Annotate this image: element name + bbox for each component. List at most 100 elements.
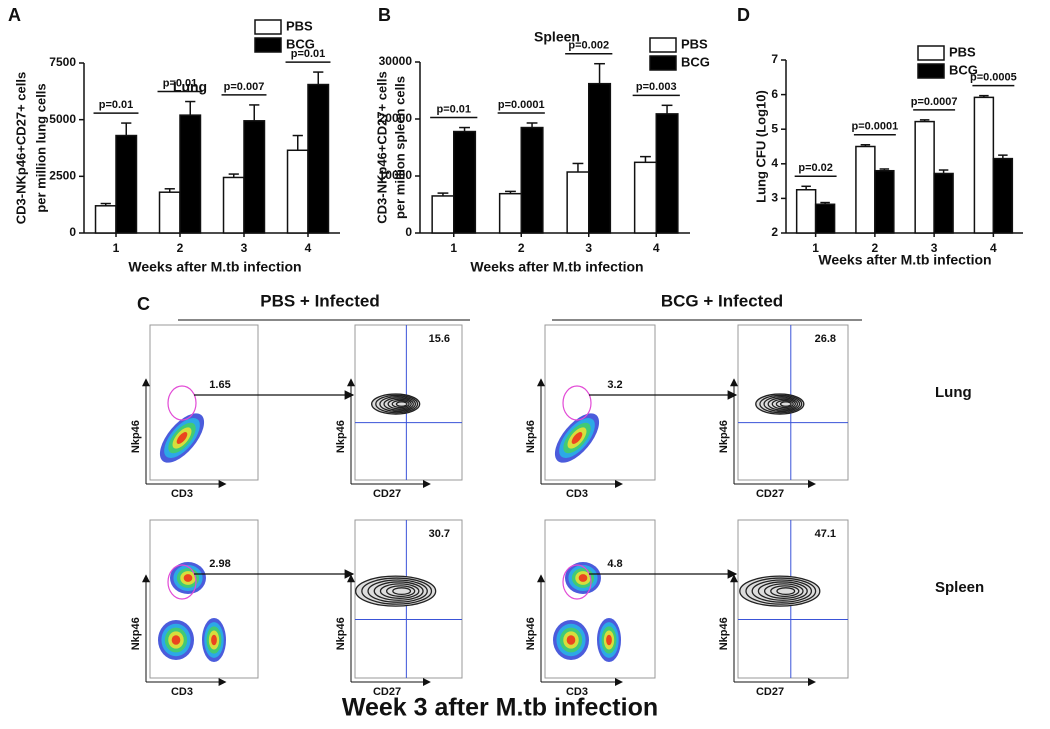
density (571, 432, 583, 444)
p-value: p=0.0007 (911, 96, 958, 108)
contour (392, 587, 412, 596)
p-value: p=0.0005 (970, 72, 1017, 84)
x-tick-label: 3 (931, 241, 938, 255)
x-tick-label: 4 (990, 241, 997, 255)
axis-label: CD3 (171, 488, 193, 500)
legend-label: BCG (681, 54, 710, 69)
contour (751, 579, 813, 603)
x-tick-label: 2 (177, 241, 184, 255)
axis-label: CD3 (566, 488, 588, 500)
y-axis-label: CD3-NKp46+CD27+ cells (13, 72, 28, 224)
quadrant-value: 26.8 (815, 333, 836, 345)
group-title: BCG + Infected (661, 291, 783, 310)
contour (763, 583, 804, 599)
y-axis-label: per million spleen cells (392, 76, 407, 219)
x-tick-label: 2 (518, 241, 525, 255)
contour (367, 579, 428, 603)
bar (855, 145, 876, 234)
bar (566, 171, 590, 234)
gate-value: 4.8 (607, 558, 622, 570)
legend-swatch (254, 37, 282, 53)
chart-title: Lung (173, 79, 207, 95)
axis-label: Nkp46 (335, 420, 347, 453)
x-axis-label: Weeks after M.tb infection (128, 259, 301, 275)
y-tick-label: 20000 (379, 111, 413, 125)
contour (373, 581, 424, 601)
contour (386, 585, 416, 597)
bar (588, 82, 612, 234)
contour (759, 394, 803, 414)
legend-label: PBS (949, 44, 976, 59)
legend-label: BCG (949, 62, 978, 77)
y-tick-label: 2500 (49, 169, 76, 183)
plot-frame (149, 519, 259, 679)
bar (874, 169, 895, 234)
x-tick-label: 2 (872, 241, 879, 255)
p-value: p=0.002 (568, 40, 609, 52)
contour (391, 399, 410, 409)
x-tick-label: 1 (450, 241, 457, 255)
p-value: p=0.0001 (851, 121, 898, 133)
gate (167, 385, 197, 421)
density (211, 634, 217, 646)
x-tick-label: 3 (241, 241, 248, 255)
axis-label: CD3 (566, 686, 588, 698)
legend-label: BCG (286, 36, 315, 51)
axis-label: Nkp46 (718, 617, 730, 650)
y-tick-label: 7500 (49, 55, 76, 69)
axis-label: Nkp46 (718, 420, 730, 453)
panel-label: A (8, 5, 21, 25)
density (183, 574, 193, 582)
bar (814, 203, 836, 234)
p-value: p=0.02 (798, 162, 833, 174)
y-tick-label: 6 (771, 87, 778, 101)
bar (655, 113, 679, 234)
contour (383, 397, 414, 411)
contour (767, 397, 799, 411)
p-value: p=0.01 (291, 48, 326, 60)
legend-swatch (917, 45, 945, 61)
quadrant-value: 47.1 (815, 528, 836, 540)
density (578, 574, 588, 582)
axis-label: CD3 (171, 686, 193, 698)
axis-label: Nkp46 (335, 617, 347, 650)
bar (453, 130, 477, 234)
y-axis-label: Lung CFU (Log10) (753, 90, 768, 203)
gate (562, 385, 592, 421)
contour (375, 394, 419, 414)
density (566, 635, 576, 645)
bar (933, 172, 954, 234)
axis-label: Nkp46 (525, 420, 537, 453)
density (606, 634, 612, 646)
bar (115, 134, 138, 234)
bar (286, 149, 309, 234)
axis-label: Nkp46 (130, 420, 142, 453)
axis-label: CD27 (373, 686, 401, 698)
gate-value: 2.98 (209, 558, 230, 570)
contour (770, 585, 800, 597)
plot-frame (354, 324, 463, 481)
gate-value: 1.65 (209, 379, 230, 391)
x-tick-label: 4 (653, 241, 660, 255)
contour (379, 583, 420, 599)
p-value: p=0.01 (99, 99, 134, 111)
legend-swatch (254, 19, 282, 35)
contour (379, 395, 417, 413)
contour (387, 398, 412, 410)
bar (243, 120, 266, 234)
y-tick-label: 0 (69, 225, 76, 239)
figure-title: Week 3 after M.tb infection (342, 694, 658, 722)
y-tick-label: 0 (405, 225, 412, 239)
gate-value: 3.2 (607, 379, 622, 391)
gate (562, 564, 592, 600)
bar (795, 189, 817, 234)
tissue-label: Lung (935, 384, 972, 401)
bar (992, 157, 1014, 234)
plot-frame (544, 324, 656, 481)
x-tick-label: 1 (812, 241, 819, 255)
y-axis-label: CD3-NKp46+CD27+ cells (374, 71, 389, 223)
y-tick-label: 4 (771, 156, 778, 170)
x-axis-label: Weeks after M.tb infection (818, 252, 991, 268)
contour (745, 577, 817, 605)
